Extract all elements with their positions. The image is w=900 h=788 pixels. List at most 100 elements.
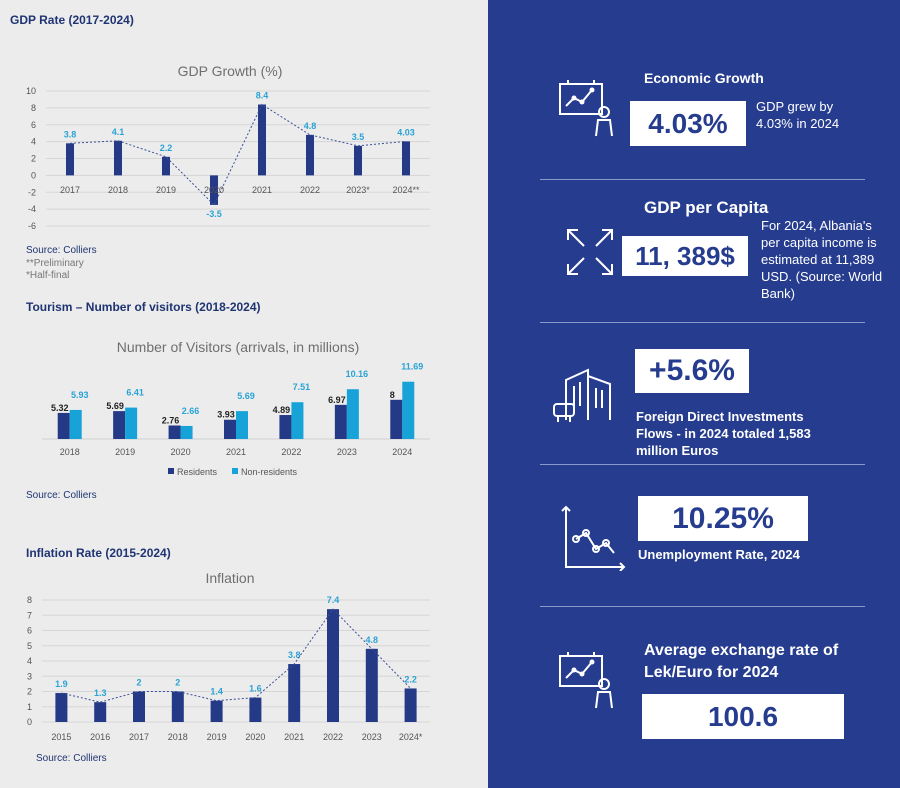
- data-label: 4.03: [397, 127, 415, 137]
- bar-residents: [334, 404, 347, 439]
- gdp-per-capita-value: 11, 389$: [622, 236, 748, 276]
- gdp-note-half-final: *Half-final: [26, 270, 70, 281]
- x-tick-label: 2022: [323, 732, 343, 742]
- x-tick-label: 2024*: [399, 732, 423, 742]
- legend-label-residents: Residents: [177, 467, 218, 477]
- tourism-section-title: Tourism – Number of visitors (2018-2024): [26, 300, 261, 314]
- data-label: 6.41: [126, 388, 144, 398]
- bar-residents: [279, 415, 292, 439]
- y-tick-label: 1: [27, 702, 32, 712]
- gdp-per-capita-desc-line: per capita income is: [761, 235, 877, 250]
- x-tick-label: 2016: [90, 732, 110, 742]
- x-tick-label: 2018: [60, 447, 80, 457]
- inflation-chart: 8 7 6 5 4 3 2 1 0 1.9 2015 1.3 2016 2 2017 2 2018 1.4 2019…: [27, 595, 430, 742]
- x-tick-label: 2017: [129, 732, 149, 742]
- economic-growth-desc-line2: 4.03% in 2024: [756, 116, 840, 131]
- legend-label-non-residents: Non-residents: [241, 467, 298, 477]
- fdi-desc: Foreign Direct Investments Flows - in 20…: [636, 408, 811, 459]
- bar-non-residents: [291, 402, 304, 439]
- y-tick-label: 0: [27, 717, 32, 727]
- gdp-per-capita-desc-line: USD. (Source: World: [761, 269, 883, 284]
- buildings-icon: [553, 368, 611, 422]
- x-tick-label: 2017: [60, 185, 80, 195]
- x-tick-label: 2020: [171, 447, 191, 457]
- y-tick-label: 0: [31, 170, 36, 180]
- bar-residents: [168, 425, 181, 439]
- economic-growth-value: 4.03%: [630, 101, 746, 146]
- bar-residents: [224, 419, 236, 439]
- x-tick-label: 2021: [284, 732, 304, 742]
- x-tick-label: 2018: [108, 185, 128, 195]
- data-label: 1.4: [210, 687, 223, 697]
- legend-swatch-residents: [168, 468, 174, 474]
- x-tick-label: 2021: [226, 447, 246, 457]
- inflation-section-title: Inflation Rate (2015-2024): [26, 546, 171, 560]
- divider: [540, 179, 865, 180]
- line-graph-icon: [561, 505, 626, 571]
- gdp-per-capita-desc-line: estimated at 11,389: [761, 252, 875, 267]
- unemployment-value: 10.25%: [638, 496, 808, 541]
- data-label: 3.5: [352, 132, 365, 142]
- y-tick-label: 3: [27, 671, 32, 681]
- bar: [306, 134, 314, 176]
- x-tick-label: 2022: [300, 185, 320, 195]
- data-label: 5.93: [71, 390, 89, 400]
- unemployment-desc: Unemployment Rate, 2024: [638, 547, 800, 562]
- gdp-section-title: GDP Rate (2017-2024): [10, 13, 134, 27]
- fdi-desc-line: Flows - in 2024 totaled 1,583: [636, 426, 811, 441]
- data-label: 8: [390, 390, 395, 400]
- x-tick-label: 2020: [204, 185, 224, 195]
- data-label: 7.4: [327, 595, 340, 605]
- bar: [171, 691, 184, 722]
- bar-non-residents: [125, 407, 138, 439]
- x-tick-label: 2022: [281, 447, 301, 457]
- data-label: 5.69: [237, 391, 255, 401]
- data-label: 8.4: [256, 91, 269, 101]
- x-tick-label: 2024: [392, 447, 412, 457]
- bar-non-residents: [180, 425, 193, 439]
- tourism-chart-title: Number of Visitors (arrivals, in million…: [116, 339, 360, 355]
- fdi-value: +5.6%: [635, 349, 749, 393]
- bar-non-residents: [346, 389, 359, 439]
- gdp-source: Source: Colliers: [26, 245, 97, 256]
- x-tick-label: 2024**: [392, 185, 420, 195]
- x-tick-label: 2023*: [346, 185, 370, 195]
- x-tick-label: 2018: [168, 732, 188, 742]
- exchange-rate-title-line1: Average exchange rate of: [644, 642, 839, 659]
- data-label: 4.8: [304, 121, 317, 131]
- data-label: 4.8: [366, 635, 379, 645]
- tourism-source: Source: Colliers: [26, 490, 97, 501]
- economic-growth-desc-line1: GDP grew by: [756, 99, 834, 114]
- data-label: 7.51: [293, 382, 311, 392]
- data-label: 2.76: [162, 415, 180, 425]
- bar: [133, 691, 145, 722]
- divider: [540, 606, 865, 607]
- y-tick-label: -2: [28, 187, 36, 197]
- data-label: 1.6: [249, 684, 262, 694]
- data-label: 3.8: [64, 129, 77, 139]
- presentation-chart-icon: [559, 80, 613, 137]
- gdp-growth-chart: 10 8 6 4 2 0 -2 -4 -6 3.8 2017 4.1 2018 2.2 2019 -3.5 20…: [26, 86, 430, 231]
- exchange-rate-title-line2: Lek/Euro for 2024: [644, 664, 779, 681]
- gdp-per-capita-desc: For 2024, Albania's per capita income is…: [761, 217, 882, 302]
- exchange-rate-value: 100.6: [642, 694, 844, 739]
- trend-line: [69, 103, 407, 206]
- y-tick-label: 6: [27, 626, 32, 636]
- data-label: 6.97: [328, 395, 346, 405]
- data-label: 2: [175, 678, 180, 688]
- bar-residents: [57, 412, 70, 439]
- y-tick-label: 5: [27, 641, 32, 651]
- data-label: 3.8: [288, 650, 301, 660]
- x-tick-label: 2023: [337, 447, 357, 457]
- y-tick-label: 10: [26, 86, 36, 96]
- x-tick-label: 2015: [51, 732, 71, 742]
- y-tick-label: -6: [28, 221, 36, 231]
- charts-panel: GDP Rate (2017-2024) GDP Growth (%) 10 8 6…: [10, 13, 430, 764]
- fdi-desc-line: million Euros: [636, 443, 719, 458]
- data-label: 2.2: [160, 143, 173, 153]
- bar: [55, 693, 68, 722]
- y-tick-label: -4: [28, 204, 36, 214]
- bar-residents: [113, 411, 126, 439]
- bar-non-residents: [69, 409, 82, 439]
- bar: [288, 664, 301, 722]
